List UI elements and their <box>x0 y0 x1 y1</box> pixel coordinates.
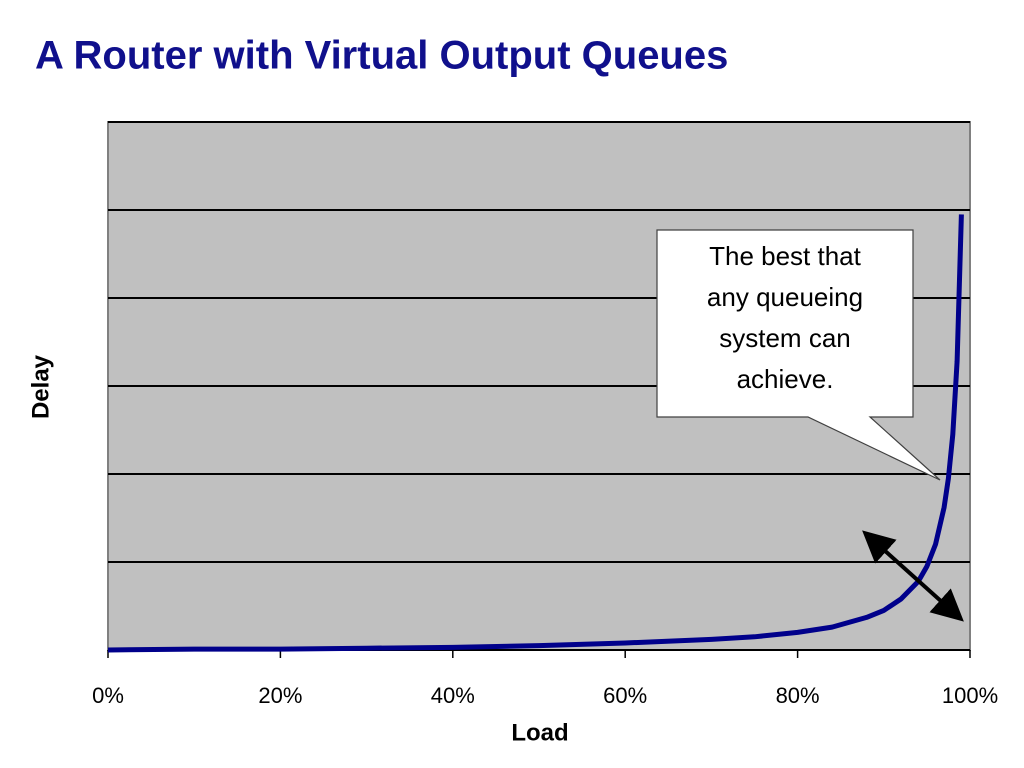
callout-line: any queueing <box>707 282 863 312</box>
x-axis-label: Load <box>511 719 568 746</box>
x-tick-label: 0% <box>92 683 124 708</box>
line-series <box>107 214 964 653</box>
callout-line: The best that <box>709 241 862 271</box>
double-arrow <box>862 530 964 622</box>
slide-title: A Router with Virtual Output Queues <box>35 34 728 78</box>
callout <box>656 229 941 481</box>
y-axis-label: Delay <box>27 354 54 419</box>
callout-line: system can <box>719 323 851 353</box>
marks <box>107 214 964 653</box>
x-tick-label: 60% <box>603 683 647 708</box>
callout-text: The best that any queueing system can achie… <box>707 241 863 394</box>
x-tick-label: 20% <box>258 683 302 708</box>
callout-line: achieve. <box>737 364 834 394</box>
x-tick-label: 100% <box>942 683 998 708</box>
x-tick-label: 40% <box>431 683 475 708</box>
x-tick-label: 80% <box>776 683 820 708</box>
